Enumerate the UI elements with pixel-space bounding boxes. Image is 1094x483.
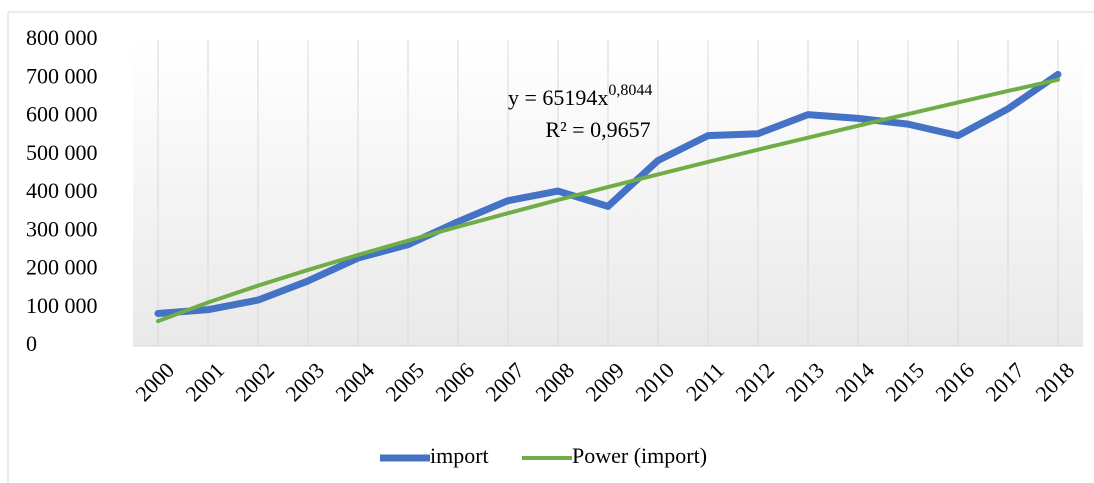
x-tick-label: 2006 bbox=[430, 357, 479, 406]
equation: y = 65194x0,8044 bbox=[508, 82, 652, 110]
y-tick-label: 0 bbox=[26, 331, 37, 356]
legend-label: Power (import) bbox=[572, 443, 707, 468]
y-tick-label: 100 000 bbox=[26, 293, 98, 318]
x-tick-label: 2012 bbox=[730, 357, 779, 406]
x-tick-label: 2009 bbox=[580, 357, 629, 406]
y-tick-label: 800 000 bbox=[26, 25, 98, 50]
x-tick-label: 2004 bbox=[330, 357, 379, 406]
x-tick-label: 2008 bbox=[530, 357, 579, 406]
y-tick-label: 700 000 bbox=[26, 63, 98, 88]
x-tick-label: 2001 bbox=[180, 357, 229, 406]
x-tick-label: 2015 bbox=[880, 357, 929, 406]
x-tick-label: 2010 bbox=[630, 357, 679, 406]
x-tick-label: 2002 bbox=[230, 357, 279, 406]
x-tick-label: 2011 bbox=[681, 357, 729, 405]
x-tick-label: 2007 bbox=[480, 357, 529, 406]
y-tick-label: 600 000 bbox=[26, 102, 98, 127]
x-tick-label: 2005 bbox=[380, 357, 429, 406]
x-tick-label: 2014 bbox=[830, 357, 879, 406]
y-tick-label: 300 000 bbox=[26, 216, 98, 241]
series-line bbox=[154, 70, 1062, 317]
x-tick-label: 2000 bbox=[130, 357, 179, 406]
x-tick-label: 2017 bbox=[980, 357, 1029, 406]
series-line bbox=[156, 77, 1060, 324]
x-tick-label: 2018 bbox=[1030, 357, 1079, 406]
y-tick-label: 200 000 bbox=[26, 255, 98, 280]
y-tick-label: 500 000 bbox=[26, 140, 98, 165]
legend-label: import bbox=[430, 443, 489, 468]
trend-equation: y = 65194x0,8044 R² = 0,9657 bbox=[508, 82, 652, 142]
x-tick-label: 2016 bbox=[930, 357, 979, 406]
y-tick-label: 400 000 bbox=[26, 178, 98, 203]
r-squared: R² = 0,9657 bbox=[545, 117, 650, 142]
x-tick-label: 2003 bbox=[280, 357, 329, 406]
x-tick-label: 2013 bbox=[780, 357, 829, 406]
